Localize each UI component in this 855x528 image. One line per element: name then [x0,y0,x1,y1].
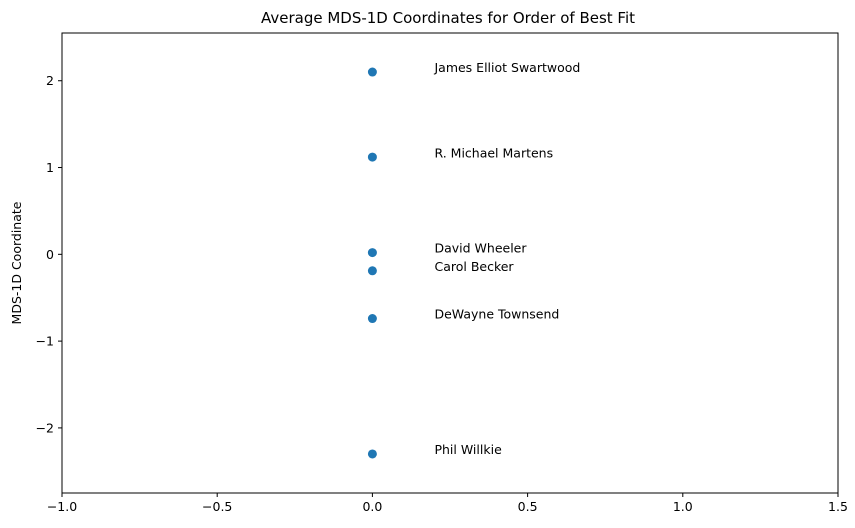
y-tick-label: −2 [36,420,54,435]
y-axis-label: MDS-1D Coordinate [9,201,24,324]
y-tick-label: 0 [46,247,54,262]
y-tick-label: −1 [36,334,54,349]
x-tick-label: 1.0 [673,499,693,514]
plot-area: −1.0 −0.5 0.0 0.5 1.0 1.5 −2 −1 0 1 2 James Elliot … [36,32,848,514]
scatter-point [367,314,377,324]
point-label: Carol Becker [434,259,514,274]
point-label: David Wheeler [434,241,527,256]
point-label: DeWayne Townsend [434,307,559,322]
x-tick-label: 0.0 [362,499,382,514]
scatter-point [367,266,377,276]
point-label: James Elliot Swartwood [433,60,580,75]
scatter-point [367,67,377,77]
x-tick-label: 1.5 [828,499,848,514]
x-tick-label: −0.5 [202,499,232,514]
y-tick-label: 1 [46,160,54,175]
x-tick-label: −1.0 [47,499,77,514]
x-tick-label: 0.5 [518,499,538,514]
point-label: R. Michael Martens [434,145,553,160]
scatter-point [367,152,377,162]
point-label: Phil Willkie [434,442,502,457]
scatter-point [367,248,377,258]
y-tick-label: 2 [46,73,54,88]
plot-frame [61,32,839,494]
scatter-point [367,449,377,459]
chart-title: Average MDS-1D Coordinates for Order of … [261,9,635,27]
